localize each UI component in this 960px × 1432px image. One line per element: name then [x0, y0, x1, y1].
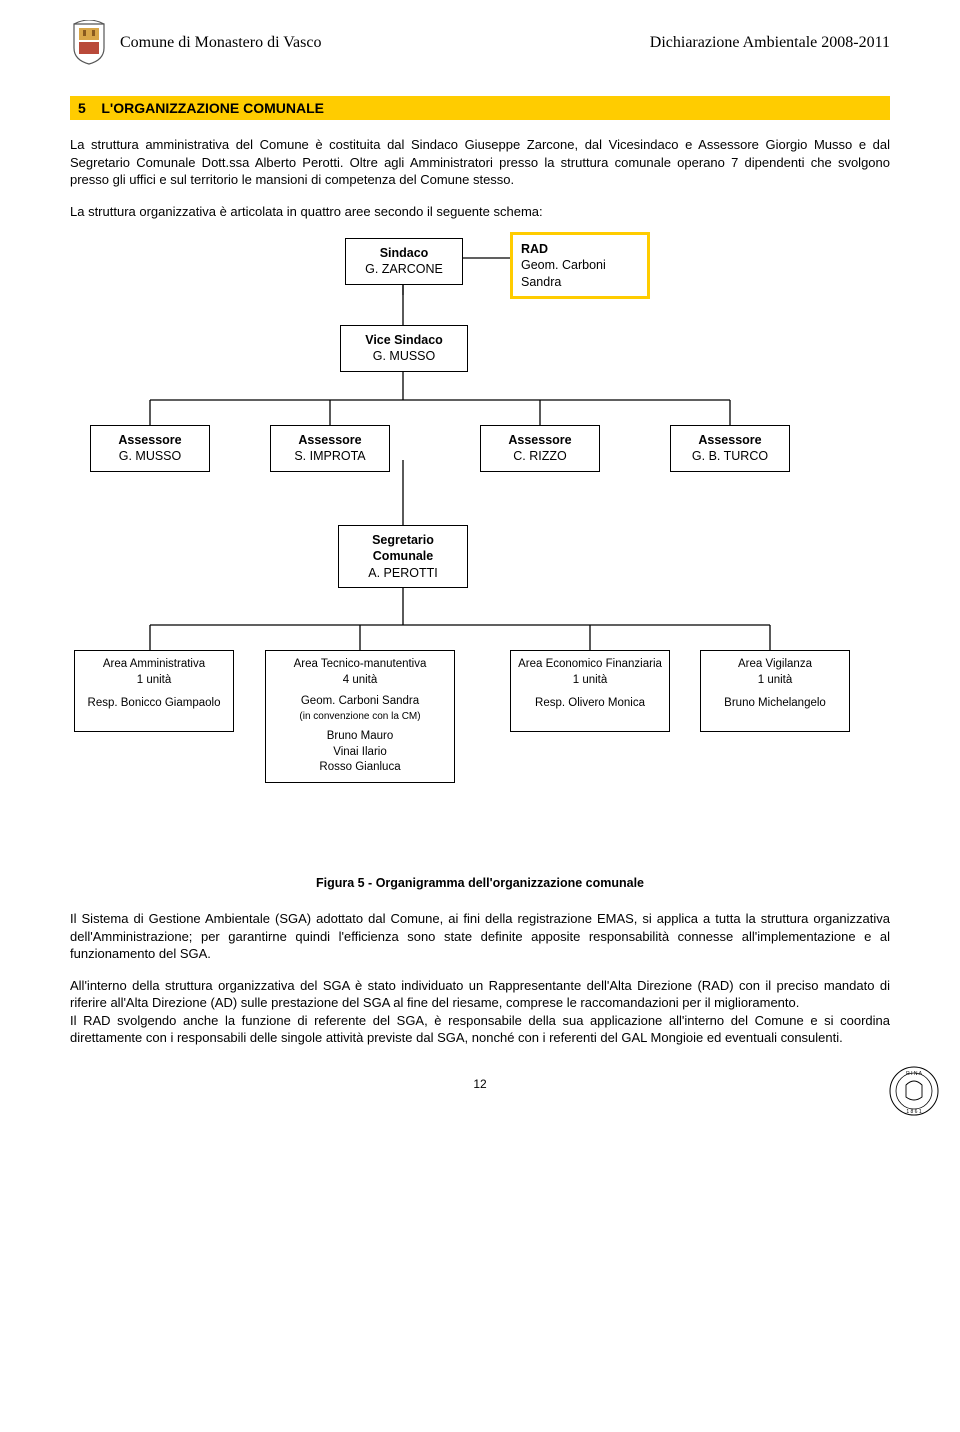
vice-title: Vice Sindaco — [349, 332, 459, 348]
figure-caption: Figura 5 - Organigramma dell'organizzazi… — [70, 876, 890, 890]
paragraph-3: Il Sistema di Gestione Ambientale (SGA) … — [70, 910, 890, 963]
area-0-title: Area Amministrativa — [81, 657, 227, 673]
assessore-0-title: Assessore — [99, 432, 201, 448]
assessore-1-title: Assessore — [279, 432, 381, 448]
sindaco-title: Sindaco — [354, 245, 454, 261]
area-3-sub: 1 unità — [707, 673, 843, 689]
svg-text:1 8 6 1: 1 8 6 1 — [906, 1109, 922, 1115]
page-number: 12 — [70, 1077, 890, 1091]
area-0-sub: 1 unità — [81, 673, 227, 689]
area-3-title: Area Vigilanza — [707, 657, 843, 673]
area-1-title: Area Tecnico-manutentiva — [272, 657, 448, 673]
assessore-3-name: G. B. TURCO — [679, 448, 781, 464]
assessore-3-title: Assessore — [679, 432, 781, 448]
node-vice: Vice Sindaco G. MUSSO — [340, 325, 468, 372]
node-area-3: Area Vigilanza 1 unità Bruno Michelangel… — [700, 650, 850, 732]
assessore-2-title: Assessore — [489, 432, 591, 448]
assessore-1-name: S. IMPROTA — [279, 448, 381, 464]
svg-text:R I N A: R I N A — [906, 1071, 923, 1077]
sindaco-name: G. ZARCONE — [354, 261, 454, 277]
header-right: Dichiarazione Ambientale 2008-2011 — [650, 34, 890, 52]
node-area-0: Area Amministrativa 1 unità Resp. Bonicc… — [74, 650, 234, 732]
rad-name: Geom. Carboni Sandra — [521, 257, 639, 290]
node-assessore-3: Assessore G. B. TURCO — [670, 425, 790, 472]
node-sindaco: Sindaco G. ZARCONE — [345, 238, 463, 285]
area-1-sub: 4 unità — [272, 673, 448, 689]
section-title: L'ORGANIZZAZIONE COMUNALE — [101, 100, 324, 116]
crest-icon — [70, 20, 108, 66]
node-assessore-2: Assessore C. RIZZO — [480, 425, 600, 472]
page-header: Comune di Monastero di Vasco Dichiarazio… — [70, 20, 890, 66]
node-assessore-1: Assessore S. IMPROTA — [270, 425, 390, 472]
area-1-extra: Bruno Mauro Vinai Ilario Rosso Gianluca — [272, 729, 448, 776]
section-heading: 5 L'ORGANIZZAZIONE COMUNALE — [70, 96, 890, 120]
area-3-resp: Bruno Michelangelo — [707, 696, 843, 712]
area-2-resp: Resp. Olivero Monica — [517, 696, 663, 712]
paragraph-5: Il RAD svolgendo anche la funzione di re… — [70, 1012, 890, 1047]
rad-title: RAD — [521, 241, 639, 257]
paragraph-1: La struttura amministrativa del Comune è… — [70, 136, 890, 189]
area-1-resp: Geom. Carboni Sandra — [272, 694, 448, 710]
node-area-1: Area Tecnico-manutentiva 4 unità Geom. C… — [265, 650, 455, 783]
section-number: 5 — [78, 100, 86, 116]
segretario-name: A. PEROTTI — [347, 565, 459, 581]
segretario-title: Segretario Comunale — [347, 532, 459, 565]
org-lines — [70, 230, 890, 870]
area-0-resp: Resp. Bonicco Giampaolo — [81, 696, 227, 712]
paragraph-4: All'interno della struttura organizzativ… — [70, 977, 890, 1012]
header-left: Comune di Monastero di Vasco — [120, 34, 321, 52]
assessore-2-name: C. RIZZO — [489, 448, 591, 464]
paragraph-2: La struttura organizzativa è articolata … — [70, 203, 890, 221]
area-1-note: (in convenzione con la CM) — [272, 710, 448, 724]
node-segretario: Segretario Comunale A. PEROTTI — [338, 525, 468, 588]
org-chart: Sindaco G. ZARCONE RAD Geom. Carboni San… — [70, 230, 890, 870]
assessore-0-name: G. MUSSO — [99, 448, 201, 464]
seal-icon: R I N A 1 8 6 1 — [888, 1065, 940, 1117]
area-2-title: Area Economico Finanziaria — [517, 657, 663, 673]
node-area-2: Area Economico Finanziaria 1 unità Resp.… — [510, 650, 670, 732]
area-2-sub: 1 unità — [517, 673, 663, 689]
node-rad: RAD Geom. Carboni Sandra — [510, 232, 650, 299]
vice-name: G. MUSSO — [349, 348, 459, 364]
node-assessore-0: Assessore G. MUSSO — [90, 425, 210, 472]
